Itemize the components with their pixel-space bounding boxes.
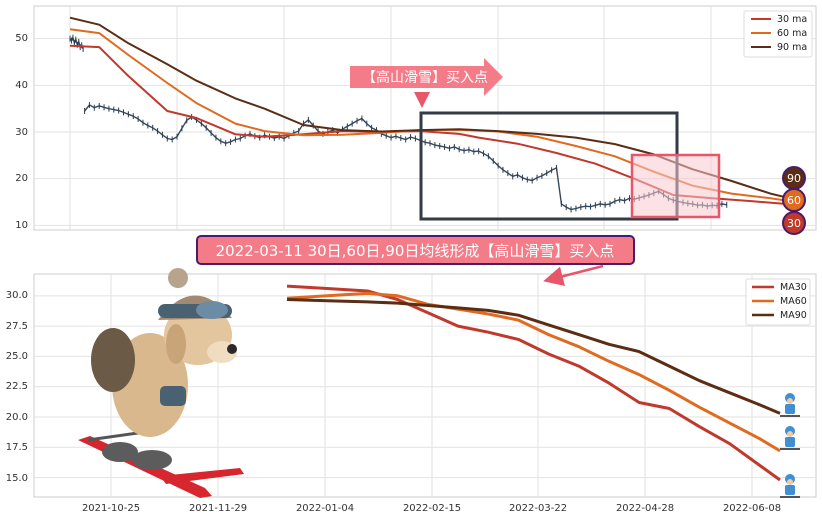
bottom-legend-box [745,278,811,326]
bottom-legend: MA30 MA60 MA90 [745,278,811,326]
legend-label-ma90: MA90 [780,310,807,321]
ytick-label: 30.0 [6,290,28,301]
ytick-label: 20 [15,173,28,184]
xtick-label: 2022-02-15 [403,503,461,514]
top-legend-box [743,10,813,58]
buy-point-annotation: 【高山滑雪】买入点 [350,58,503,108]
badge-90-label: 90 [787,172,801,185]
banner-title: 2022-03-11 30日,60日,90日均线形成【高山滑雪】买入点 [216,242,615,260]
badge-30-label: 30 [787,217,801,230]
top-yticks: 50 40 30 20 10 [15,33,28,231]
top-legend: 30 ma 60 ma 90 ma [743,10,813,58]
breakout-box [630,153,721,219]
bottom-chart: 30.0 27.5 25.0 22.5 20.0 17.5 15.0 2021-… [6,235,817,514]
ytick-label: 40 [15,80,28,91]
xtick-label: 2022-06-08 [723,503,781,514]
ytick-label: 17.5 [6,442,28,453]
ytick-label: 22.5 [6,381,28,392]
xtick-label: 2022-03-22 [509,503,567,514]
top-chart: 50 40 30 20 10 【高山滑雪】买入点 30 ma 60 ma 90 … [15,5,817,235]
ma-badges: 90 60 30 [782,166,806,235]
legend-label-30: 30 ma [777,14,807,25]
ytick-label: 25.0 [6,351,28,362]
signal-banner: 2022-03-11 30日,60日,90日均线形成【高山滑雪】买入点 [196,235,635,286]
xtick-label: 2021-10-25 [82,503,140,514]
top-gridlines [34,6,816,230]
skiing-dog-illustration [78,268,244,498]
annotation-label: 【高山滑雪】买入点 [362,69,488,86]
legend-label-ma30: MA30 [780,282,807,293]
bottom-xticks: 2021-10-25 2021-11-29 2022-01-04 2022-02… [82,503,781,514]
legend-label-60: 60 ma [777,28,807,39]
badge-60-label: 60 [787,194,801,207]
ytick-label: 15.0 [6,473,28,484]
ma-line-MA90 [286,298,781,415]
bottom-yticks: 30.0 27.5 25.0 22.5 20.0 17.5 15.0 [6,290,28,484]
xtick-label: 2021-11-29 [189,503,247,514]
skier-character-icon [780,393,800,498]
legend-label-90: 90 ma [777,42,807,53]
ytick-label: 30 [15,127,28,138]
badge-30 [782,211,806,235]
annotation-arrow-shape [350,58,503,96]
banner-pointer [543,264,604,286]
bottom-ma-lines [286,284,781,482]
ytick-label: 50 [15,33,28,44]
xtick-label: 2022-04-28 [616,503,674,514]
ytick-label: 20.0 [6,412,28,423]
ma-line-MA30 [286,284,781,482]
xtick-label: 2022-01-04 [296,503,354,514]
ytick-label: 10 [15,220,28,231]
ytick-label: 27.5 [6,321,28,332]
ma-line-MA60 [286,291,781,453]
legend-label-ma60: MA60 [780,296,807,307]
banner-box [196,235,635,265]
